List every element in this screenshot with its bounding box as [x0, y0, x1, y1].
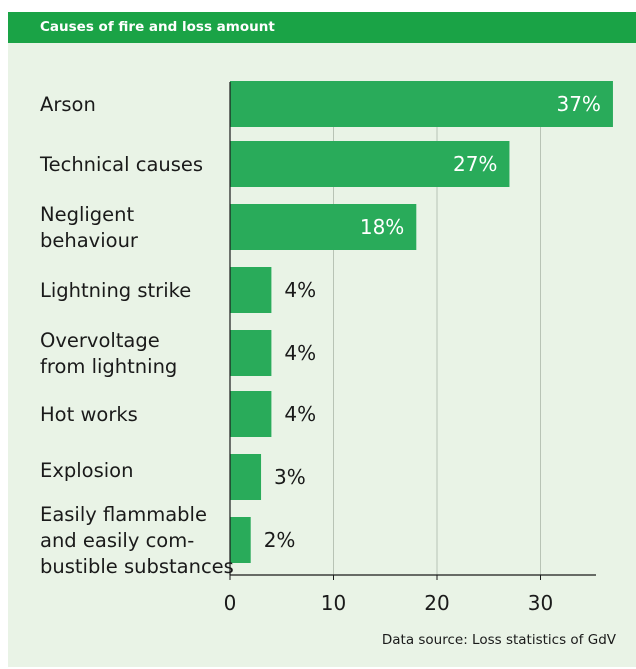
category-label-3: Lightning strike [40, 279, 192, 302]
bar-1 [230, 141, 510, 187]
category-label-6: Explosion [40, 459, 134, 482]
category-label-0: Arson [40, 93, 96, 116]
bar-5 [230, 391, 272, 437]
value-label-3: 4% [284, 278, 316, 302]
bar-2 [230, 204, 417, 250]
x-tick-label-0: 0 [224, 591, 237, 615]
value-label-4: 4% [284, 341, 316, 365]
bar-0 [230, 81, 613, 127]
category-label-7: Easily flammable and easily com- bustibl… [40, 503, 234, 578]
category-label-1: Technical causes [40, 153, 204, 176]
value-label-7: 2% [264, 528, 296, 552]
x-tick-label-30: 30 [528, 591, 553, 615]
value-label-6: 3% [274, 465, 306, 489]
bar-4 [230, 330, 272, 376]
bar-6 [230, 454, 262, 500]
chart-title: Causes of fire and loss amount [40, 19, 275, 35]
data-source-note: Data source: Loss statistics of GdV [381, 632, 616, 648]
value-label-1: 27% [453, 152, 497, 176]
bar-7 [230, 517, 251, 563]
category-label-5: Hot works [40, 403, 138, 426]
value-label-0: 37% [556, 92, 600, 116]
chart-panel: Causes of fire and loss amount 37% 27% 18%… [8, 12, 636, 667]
bar-3 [230, 267, 272, 313]
chart-header: Causes of fire and loss amount [8, 12, 636, 43]
value-label-2: 18% [360, 215, 404, 239]
value-label-5: 4% [284, 402, 316, 426]
category-label-4: Overvoltage from lightning [40, 329, 178, 378]
bar-chart: 37% 27% 18% 4% 4% 4% 3% 2% 0 10 20 30 [224, 81, 613, 615]
x-tick-label-10: 10 [321, 591, 346, 615]
x-tick-label-20: 20 [424, 591, 449, 615]
category-label-2: Negligent behaviour [40, 203, 138, 252]
